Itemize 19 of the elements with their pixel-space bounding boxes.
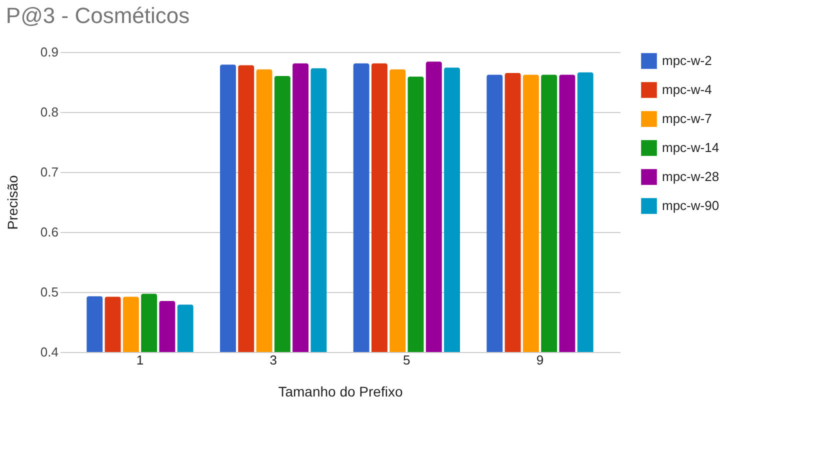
x-axis-title: Tamanho do Prefixo: [278, 384, 403, 400]
y-tick-label: 0.4: [40, 344, 58, 360]
chart-title: P@3 - Cosméticos: [6, 3, 190, 28]
y-tick-label: 0.6: [40, 224, 58, 240]
x-tick-label: 9: [536, 352, 544, 368]
legend-label: mpc-w-28: [662, 169, 720, 184]
y-tick-label: 0.7: [40, 164, 58, 180]
legend-label: mpc-w-2: [662, 53, 712, 68]
y-tick-label: 0.5: [40, 284, 58, 300]
x-tick-label: 5: [403, 352, 410, 368]
legend-label: mpc-w-7: [662, 111, 712, 126]
legend-label: mpc-w-4: [662, 82, 712, 97]
y-tick-label: 0.8: [40, 104, 58, 120]
x-tick-label: 3: [270, 352, 277, 368]
x-tick-label: 1: [136, 352, 144, 368]
y-axis-title: Precisão: [4, 175, 20, 230]
y-tick-label: 0.9: [40, 44, 58, 60]
legend-label: mpc-w-90: [662, 198, 720, 213]
legend-label: mpc-w-14: [662, 140, 720, 155]
